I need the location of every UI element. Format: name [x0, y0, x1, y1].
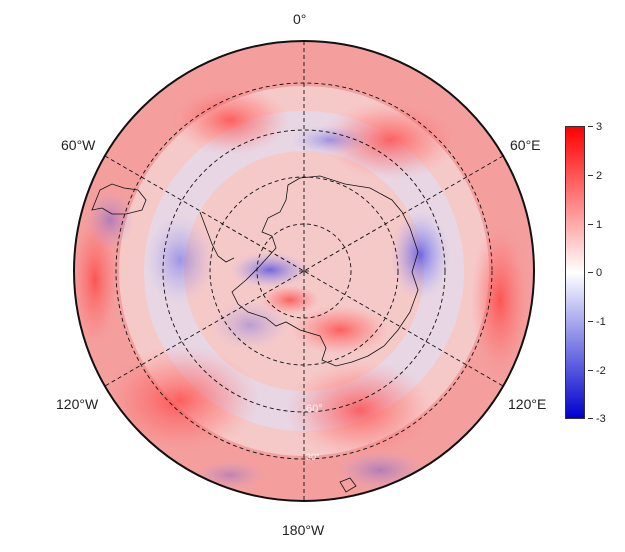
lon-label-0: 0° [293, 11, 307, 27]
lat-label-60: 60° [306, 403, 323, 415]
lon-label-120e: 120°E [508, 396, 547, 412]
colorbar-tick [588, 224, 593, 225]
colorbar-tick [588, 175, 593, 176]
lon-label-180w: 180°W [282, 522, 325, 538]
anomaly-field [74, 41, 534, 501]
coastlines [91, 175, 419, 493]
colorbar-tick [588, 272, 593, 273]
pole-marker [299, 266, 309, 276]
lat-label-30: 30° [306, 452, 320, 462]
colorbar [565, 126, 585, 419]
colorbar-tick [588, 370, 593, 371]
map-boundary [73, 40, 535, 502]
colorbar-tick [588, 321, 593, 322]
colorbar-label: -1 [596, 316, 606, 328]
colorbar-tick [588, 126, 593, 127]
colorbar-tick [588, 418, 593, 419]
colorbar-label: 0 [596, 267, 603, 279]
colorbar-label: 3 [596, 121, 603, 133]
lon-label-60w: 60°W [61, 137, 96, 153]
latitude-circle [162, 129, 446, 413]
colorbar-label: 2 [596, 170, 603, 182]
latitude-circle [256, 223, 352, 319]
lon-label-120w: 120°W [56, 396, 99, 412]
colorbar-label: 1 [596, 219, 603, 231]
lon-label-60e: 60°E [510, 137, 541, 153]
colorbar-label: -2 [596, 365, 606, 377]
graticule [104, 41, 504, 501]
colorbar-label: -3 [596, 413, 606, 425]
